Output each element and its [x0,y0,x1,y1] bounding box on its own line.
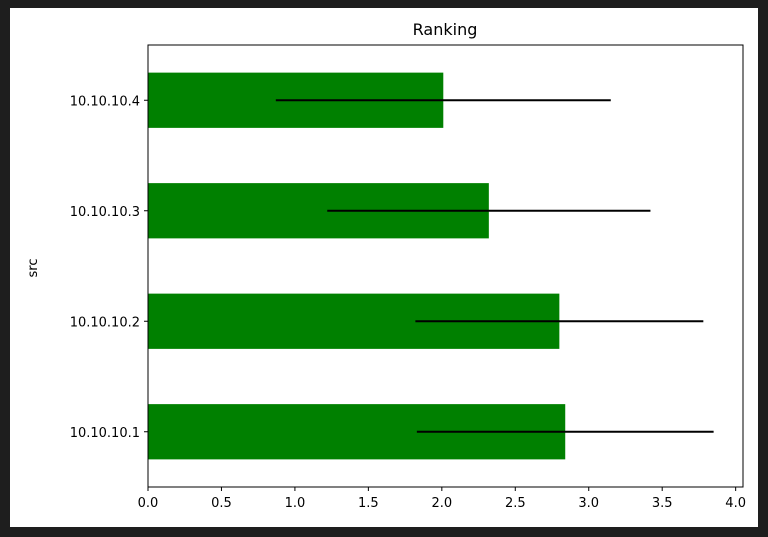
x-tick-label: 0.5 [211,496,232,511]
y-tick-label: 10.10.10.3 [70,205,140,220]
chart-frame: Ranking src 10.10.10.1 10.10.10.2 10.10.10… [10,8,758,527]
chart-title: Ranking [413,20,478,39]
x-tick-label: 0.0 [138,496,159,511]
error-bars-layer [275,99,714,433]
y-tick-label: 10.10.10.2 [70,315,140,330]
x-tick-label: 3.0 [578,496,599,511]
bar-chart: Ranking src 10.10.10.110.10.10.210.10.10… [26,20,746,511]
y-axis-label: src [26,259,41,278]
ticks-layer: 10.10.10.1 10.10.10.2 10.10.10.3 10.10.10.4… [70,94,746,511]
bars-layer [148,72,566,460]
x-tick-label: 4.0 [725,496,746,511]
x-tick-label: 2.5 [505,496,526,511]
y-tick-label: 10.10.10.4 [70,94,140,109]
x-tick-label: 1.0 [285,496,306,511]
x-tick-label: 2.0 [431,496,452,511]
x-tick-label: 3.5 [652,496,673,511]
plot-area-frame [147,44,744,488]
x-tick-label: 1.5 [358,496,379,511]
y-tick-label: 10.10.10.1 [70,426,140,441]
